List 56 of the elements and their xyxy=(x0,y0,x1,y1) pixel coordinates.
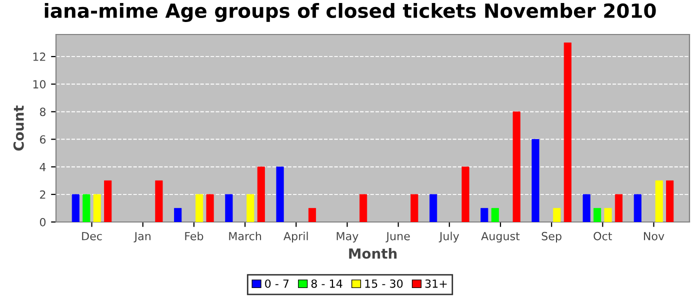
bar xyxy=(276,166,284,222)
bar xyxy=(655,180,663,222)
bar xyxy=(430,194,438,222)
bar xyxy=(72,194,80,222)
bar xyxy=(82,194,90,222)
x-tick-label: August xyxy=(481,232,520,242)
y-tick-label: 0 xyxy=(40,218,46,226)
bar xyxy=(174,208,182,222)
legend-label: 8 - 14 xyxy=(311,279,342,288)
y-tick-label: 2 xyxy=(40,190,46,199)
x-tick-label: Dec xyxy=(82,232,102,240)
bar xyxy=(614,194,623,222)
x-tick-label: Sep xyxy=(542,232,562,242)
y-tick-label: 8 xyxy=(40,108,46,116)
bar xyxy=(206,194,214,222)
x-tick-label: Jan xyxy=(134,232,150,242)
bar xyxy=(582,194,590,222)
bar xyxy=(410,194,418,222)
bar xyxy=(532,139,540,222)
y-tick-label: 6 xyxy=(40,135,46,144)
x-tick-label: June xyxy=(386,232,410,242)
bar xyxy=(155,180,163,222)
legend-label: 15 - 30 xyxy=(365,279,403,288)
y-tick-label: 10 xyxy=(33,80,46,89)
bar xyxy=(246,194,254,222)
x-tick-label: July xyxy=(438,232,460,242)
y-tick-label: 12 xyxy=(33,52,46,61)
y-tick-label: 4 xyxy=(40,162,46,172)
bar xyxy=(93,194,101,222)
bar xyxy=(553,208,561,222)
x-tick-label: May xyxy=(336,232,358,242)
bar xyxy=(491,208,499,222)
x-tick-label: Feb xyxy=(185,232,204,240)
bar xyxy=(666,180,674,222)
x-tick-label: Oct xyxy=(594,232,612,240)
bar xyxy=(308,208,316,222)
bar xyxy=(196,194,204,222)
bar xyxy=(225,194,233,222)
x-tick-label: April xyxy=(284,232,308,242)
bar xyxy=(512,111,520,222)
legend-label: 0 - 7 xyxy=(265,279,289,288)
chart-title: iana-mime Age groups of closed tickets November 2010 xyxy=(44,3,656,22)
bar xyxy=(604,208,612,222)
bar xyxy=(480,208,488,222)
x-axis-title: Month xyxy=(349,248,397,259)
x-tick-label: March xyxy=(229,232,262,240)
bar xyxy=(594,208,602,222)
bar xyxy=(634,194,642,222)
legend-label: 31+ xyxy=(425,279,447,288)
x-tick-label: Nov xyxy=(644,232,664,240)
bar xyxy=(104,180,112,222)
bar xyxy=(257,166,265,222)
bar xyxy=(360,194,368,222)
y-axis-title: Count xyxy=(13,105,24,151)
bar xyxy=(564,42,572,222)
bar xyxy=(462,166,470,222)
